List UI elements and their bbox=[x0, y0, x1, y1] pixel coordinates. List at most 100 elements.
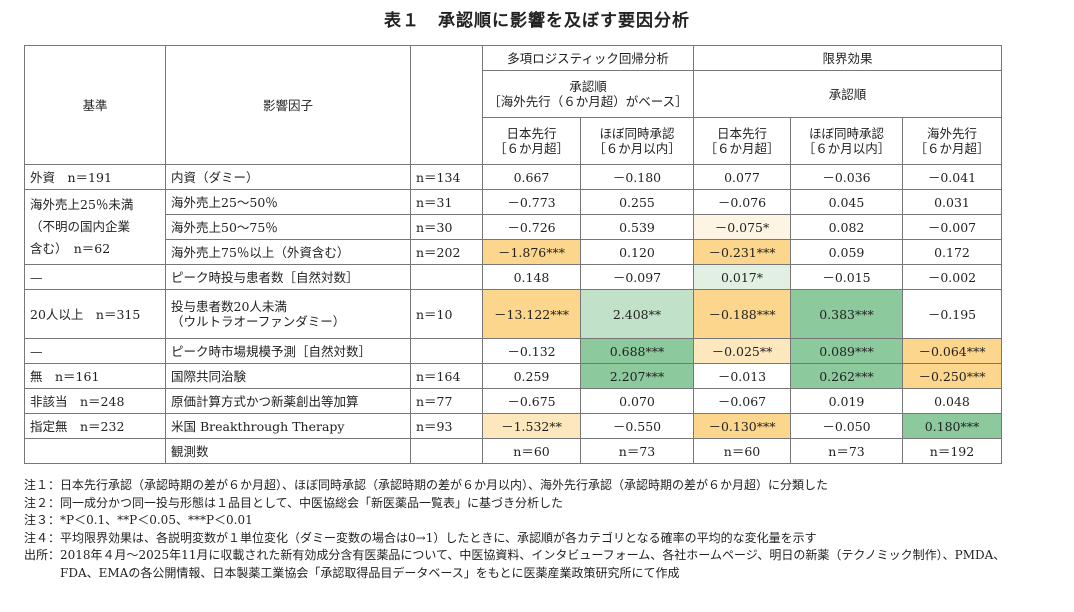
value-cell: 0.688*** bbox=[580, 338, 694, 364]
value-cell: －0.075* bbox=[693, 214, 791, 240]
header-mlogit: 多項ロジスティック回帰分析 bbox=[482, 45, 694, 71]
n-cell bbox=[410, 438, 483, 464]
value-cell: n＝73 bbox=[580, 438, 694, 464]
value-cell: 0.667 bbox=[482, 164, 581, 190]
value-cell: 0.059 bbox=[790, 239, 903, 265]
header-mlogit-sub2: ［海外先行（６か月超）がベース］ bbox=[488, 94, 688, 109]
factor-cell: 内資（ダミー） bbox=[165, 164, 411, 190]
n-cell: n＝77 bbox=[410, 388, 483, 414]
value-cell: 0.089*** bbox=[790, 338, 903, 364]
header-row-2: 承認順 ［海外先行（６か月超）がベース］ 承認順 bbox=[25, 70, 1002, 118]
n-cell: n＝30 bbox=[410, 214, 483, 240]
value-cell: －0.007 bbox=[902, 214, 1002, 240]
value-cell: －0.773 bbox=[482, 189, 581, 215]
value-cell: －1.532** bbox=[482, 413, 581, 439]
header-col-line1: 日本先行 bbox=[716, 126, 767, 141]
value-cell: 0.048 bbox=[902, 388, 1002, 414]
header-col-4: 海外先行 ［６か月超］ bbox=[902, 117, 1002, 165]
note: 出所： 2018年４月～2025年11月に収載された新有効成分含有医薬品について、… bbox=[24, 547, 1024, 582]
value-cell: n＝60 bbox=[693, 438, 791, 464]
n-cell: n＝202 bbox=[410, 239, 483, 265]
table-row: — ピーク時投与患者数［自然対数］ 0.148 －0.097 0.017* －0.015 －… bbox=[24, 264, 1002, 290]
header-base: 基準 bbox=[24, 45, 166, 165]
value-cell: －0.132 bbox=[482, 338, 581, 364]
factor-cell: 海外売上25～50％ bbox=[165, 189, 411, 215]
note-label: 出所： bbox=[24, 548, 61, 562]
value-cell: －0.130*** bbox=[693, 413, 791, 439]
note-text: 同一成分かつ同一投与形態は１品目として、中医協総会「新医薬品一覧表」に基づき分析… bbox=[60, 495, 564, 510]
value-cell: n＝73 bbox=[790, 438, 903, 464]
factor-cell: 海外売上75％以上（外資含む） bbox=[165, 239, 411, 265]
note-label: 注２： bbox=[24, 495, 61, 510]
header-col-3: ほぼ同時承認 ［６か月以内］ bbox=[790, 117, 903, 165]
base-cell bbox=[24, 438, 166, 464]
table-row: 無 n＝161 国際共同治験 n＝164 0.259 2.207*** －0.013 0.2… bbox=[24, 363, 1002, 389]
value-cell: n＝60 bbox=[482, 438, 581, 464]
header-row-1: 基準 影響因子 多項ロジスティック回帰分析 限界効果 bbox=[24, 45, 1002, 165]
header-col-1: ほぼ同時承認 ［６か月以内］ bbox=[580, 117, 694, 165]
value-cell: －0.015 bbox=[790, 264, 903, 290]
notes: 注１： 日本先行承認（承認時期の差が６か月超）、ほぼ同時承認（承認時期の差が６か月… bbox=[24, 477, 1024, 582]
value-cell: 0.148 bbox=[482, 264, 581, 290]
table-row: 海外売上25％未満 （不明の国内企業 含む） n＝62 海外売上25～50％ n＝3… bbox=[24, 189, 1002, 265]
value-cell: 0.539 bbox=[580, 214, 694, 240]
table-row: 海外売上50～75％ n＝30 －0.726 0.539 －0.075* 0.082 －0.… bbox=[25, 214, 1002, 240]
header-col-line1: ほぼ同時承認 bbox=[808, 126, 884, 141]
value-cell: －0.036 bbox=[790, 164, 903, 190]
value-cell: 0.077 bbox=[693, 164, 791, 190]
note: 注３： *P＜0.1、**P＜0.05、***P＜0.01 bbox=[24, 512, 1024, 530]
note: 注２： 同一成分かつ同一投与形態は１品目として、中医協総会「新医薬品一覧表」に基づ… bbox=[24, 495, 1024, 513]
note-label: 注１： bbox=[24, 478, 61, 492]
value-cell: 0.262*** bbox=[790, 363, 903, 389]
value-cell: －13.122*** bbox=[482, 289, 581, 339]
note-text: 日本先行承認（承認時期の差が６か月超）、ほぼ同時承認（承認時期の差が６か月以内）… bbox=[60, 478, 829, 492]
header-factor: 影響因子 bbox=[165, 45, 411, 165]
value-cell: －0.002 bbox=[902, 264, 1002, 290]
value-cell: 2.207*** bbox=[580, 363, 694, 389]
n-cell: n＝10 bbox=[410, 289, 483, 339]
value-cell: 0.180*** bbox=[902, 413, 1002, 439]
header-mlogit-sub: 承認順 ［海外先行（６か月超）がベース］ bbox=[482, 70, 694, 118]
value-cell: 0.045 bbox=[790, 189, 903, 215]
value-cell: －0.067 bbox=[693, 388, 791, 414]
value-cell: －1.876*** bbox=[482, 239, 581, 265]
factor-cell: 国際共同治験 bbox=[165, 363, 411, 389]
note-label: 注４： bbox=[24, 530, 61, 545]
value-cell: 0.019 bbox=[790, 388, 903, 414]
base-cell: 外資 n＝191 bbox=[24, 164, 166, 190]
value-cell: n＝192 bbox=[902, 438, 1002, 464]
factor-cell: 原価計算方式かつ新薬創出等加算 bbox=[165, 388, 411, 414]
base-cell: — bbox=[24, 264, 166, 290]
value-cell: －0.675 bbox=[482, 388, 581, 414]
note-text: *P＜0.1、**P＜0.05、***P＜0.01 bbox=[60, 513, 253, 527]
value-cell: 0.383*** bbox=[790, 289, 903, 339]
header-col-line1: 日本先行 bbox=[506, 126, 557, 141]
header-col-line2: ［６か月超］ bbox=[914, 141, 990, 156]
header-n bbox=[410, 45, 483, 165]
table-row: 観測数 n＝60 n＝73 n＝60 n＝73 n＝192 bbox=[24, 438, 1002, 464]
value-cell: －0.726 bbox=[482, 214, 581, 240]
table-row: 外資 n＝191 内資（ダミー） n＝134 0.667 －0.180 0.077 －0.0… bbox=[24, 164, 1002, 190]
note-text: 平均限界効果は、各説明変数が１単位変化（ダミー変数の場合は0→1）したときに、承… bbox=[60, 530, 817, 545]
header-col-line2: ［６か月以内］ bbox=[593, 141, 681, 156]
table-row: 20人以上 n＝315 投与患者数20人未満 （ウルトラオーファンダミー） n＝10… bbox=[24, 289, 1002, 339]
header-col-line2: ［６か月超］ bbox=[704, 141, 780, 156]
value-cell: 2.408** bbox=[580, 289, 694, 339]
header-col-0: 日本先行 ［６か月超］ bbox=[482, 117, 581, 165]
n-cell bbox=[410, 338, 483, 364]
value-cell: －0.025** bbox=[693, 338, 791, 364]
results-table: 基準 影響因子 多項ロジスティック回帰分析 限界効果 承認順 ［海外先行（６か月… bbox=[24, 45, 1002, 464]
header-col-line1: ほぼ同時承認 bbox=[599, 126, 675, 141]
header-marginal: 限界効果 bbox=[693, 45, 1002, 71]
note-text: 2018年４月～2025年11月に収載された新有効成分含有医薬品について、中医協… bbox=[60, 548, 1006, 580]
value-cell: －0.180 bbox=[580, 164, 694, 190]
header-col-line2: ［６か月超］ bbox=[493, 141, 569, 156]
value-cell: 0.259 bbox=[482, 363, 581, 389]
note-label: 注３： bbox=[24, 513, 61, 527]
factor-cell: ピーク時市場規模予測［自然対数］ bbox=[165, 338, 411, 364]
note: 注４： 平均限界効果は、各説明変数が１単位変化（ダミー変数の場合は0→1）したとき… bbox=[24, 530, 1024, 548]
header-mlogit-sub1: 承認順 bbox=[569, 79, 607, 94]
value-cell: 0.070 bbox=[580, 388, 694, 414]
value-cell: 0.172 bbox=[902, 239, 1002, 265]
factor-cell: 米国 Breakthrough Therapy bbox=[165, 413, 411, 439]
